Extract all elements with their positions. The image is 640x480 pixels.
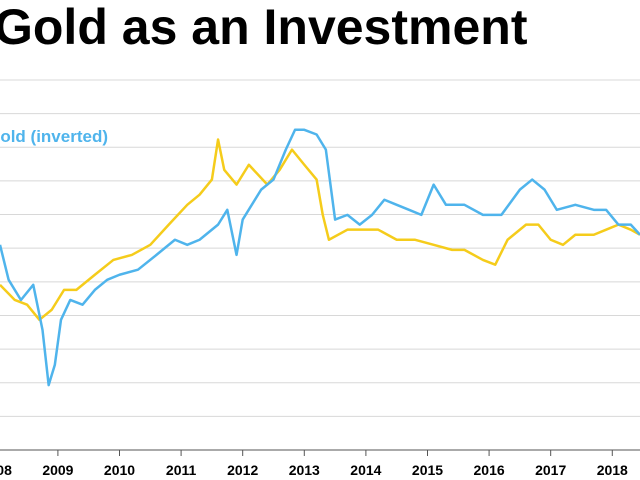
x-tick-label: 2011 [166, 462, 197, 478]
legend-label: Gold (inverted) [0, 127, 108, 146]
x-tick-label: 2010 [104, 462, 135, 478]
x-tick-label: 2018 [597, 462, 628, 478]
x-tick-label: 2008 [0, 462, 12, 478]
x-tick-label: 2016 [474, 462, 505, 478]
x-tick-label: 2013 [289, 462, 320, 478]
series-line [0, 138, 640, 322]
x-tick-label: 2014 [350, 462, 381, 478]
x-tick-label: 2017 [535, 462, 566, 478]
series-line [0, 128, 640, 387]
x-tick-label: 2009 [42, 462, 73, 478]
x-tick-label: 2015 [412, 462, 443, 478]
x-tick-label: 2012 [227, 462, 258, 478]
chart-title: Gold as an Investment [0, 0, 528, 55]
